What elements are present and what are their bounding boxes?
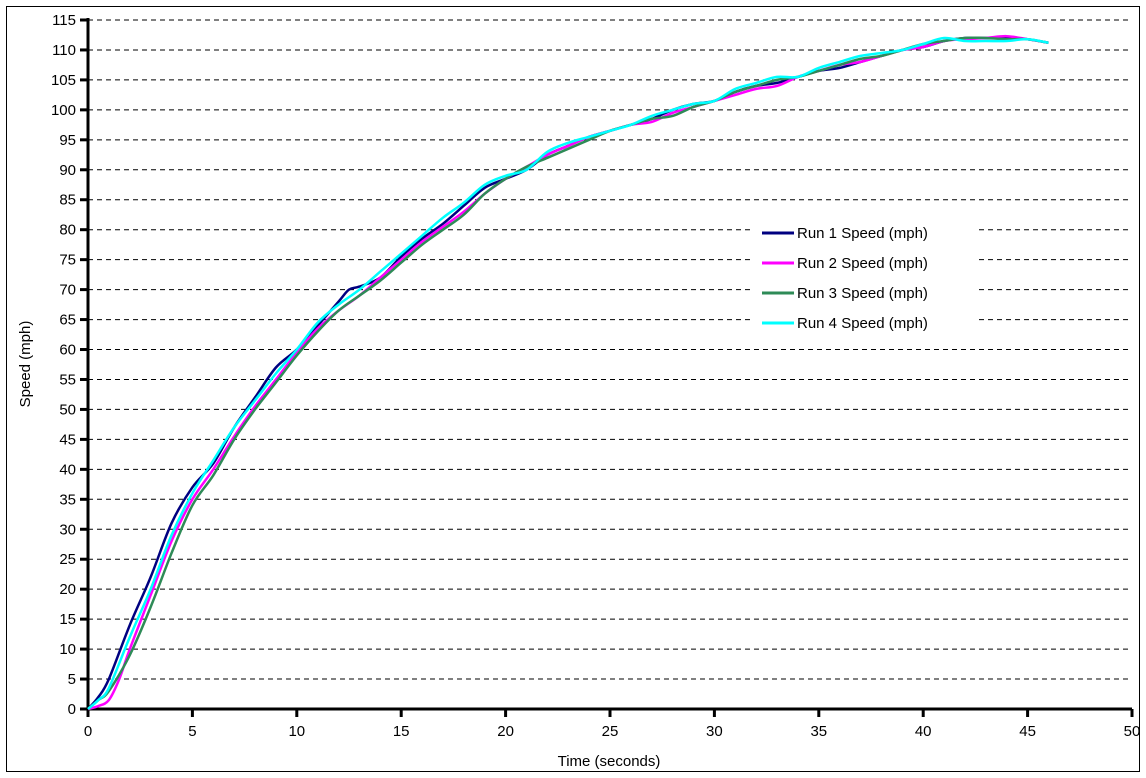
y-tick-label: 10 [59,641,76,658]
y-tick-label: 25 [59,551,76,568]
series-line-run-2 [87,34,1049,711]
y-tick-label: 115 [52,12,76,29]
legend-label: Run 2 Speed (mph) [797,255,928,272]
legend-box [754,219,976,341]
x-tick-label: 20 [497,723,514,740]
legend: Run 1 Speed (mph) Run 2 Speed (mph) Run 3 … [754,219,976,341]
y-tick-label: 60 [59,342,76,359]
x-tick-label: 5 [188,723,196,740]
chart-frame [6,6,1140,772]
y-tick-label: 90 [59,162,76,179]
tick-labels: 0510152025303540455055606570758085909510… [51,12,1140,740]
series-lines [87,34,1049,711]
x-tick-label: 45 [1019,723,1036,740]
y-tick-label: 110 [52,42,76,59]
y-tick-label: 50 [59,401,76,418]
y-tick-label: 105 [51,72,76,89]
x-tick-label: 10 [288,723,305,740]
x-axis-title: Time (seconds) [558,753,661,770]
series-line-run-4 [87,36,1049,710]
y-tick-label: 5 [68,671,76,688]
y-tick-label: 35 [59,491,76,508]
y-tick-label: 20 [59,581,76,598]
axes [80,18,1134,717]
x-tick-label: 30 [706,723,723,740]
y-tick-label: 65 [59,312,76,329]
x-tick-label: 15 [393,723,410,740]
series-line-run-1 [87,36,1049,710]
y-tick-label: 75 [59,252,76,269]
y-tick-label: 55 [59,371,76,388]
x-tick-label: 0 [84,723,92,740]
x-tick-label: 50 [1124,723,1141,740]
y-tick-label: 70 [59,282,76,299]
y-tick-label: 100 [51,102,76,119]
y-tick-label: 95 [59,132,76,149]
gridlines [88,19,1132,680]
x-tick-label: 35 [810,723,827,740]
y-tick-label: 30 [59,521,76,538]
y-tick-label: 15 [59,611,76,628]
legend-label: Run 4 Speed (mph) [797,315,928,332]
legend-label: Run 1 Speed (mph) [797,225,928,242]
y-axis-title: Speed (mph) [17,321,34,408]
legend-label: Run 3 Speed (mph) [797,285,928,302]
series-line-run-3 [87,36,1049,710]
y-tick-label: 45 [59,431,76,448]
y-tick-label: 0 [68,701,76,718]
y-tick-label: 40 [59,461,76,478]
x-tick-label: 25 [602,723,619,740]
y-tick-label: 80 [59,222,76,239]
x-tick-label: 40 [915,723,932,740]
y-tick-label: 85 [59,192,76,209]
